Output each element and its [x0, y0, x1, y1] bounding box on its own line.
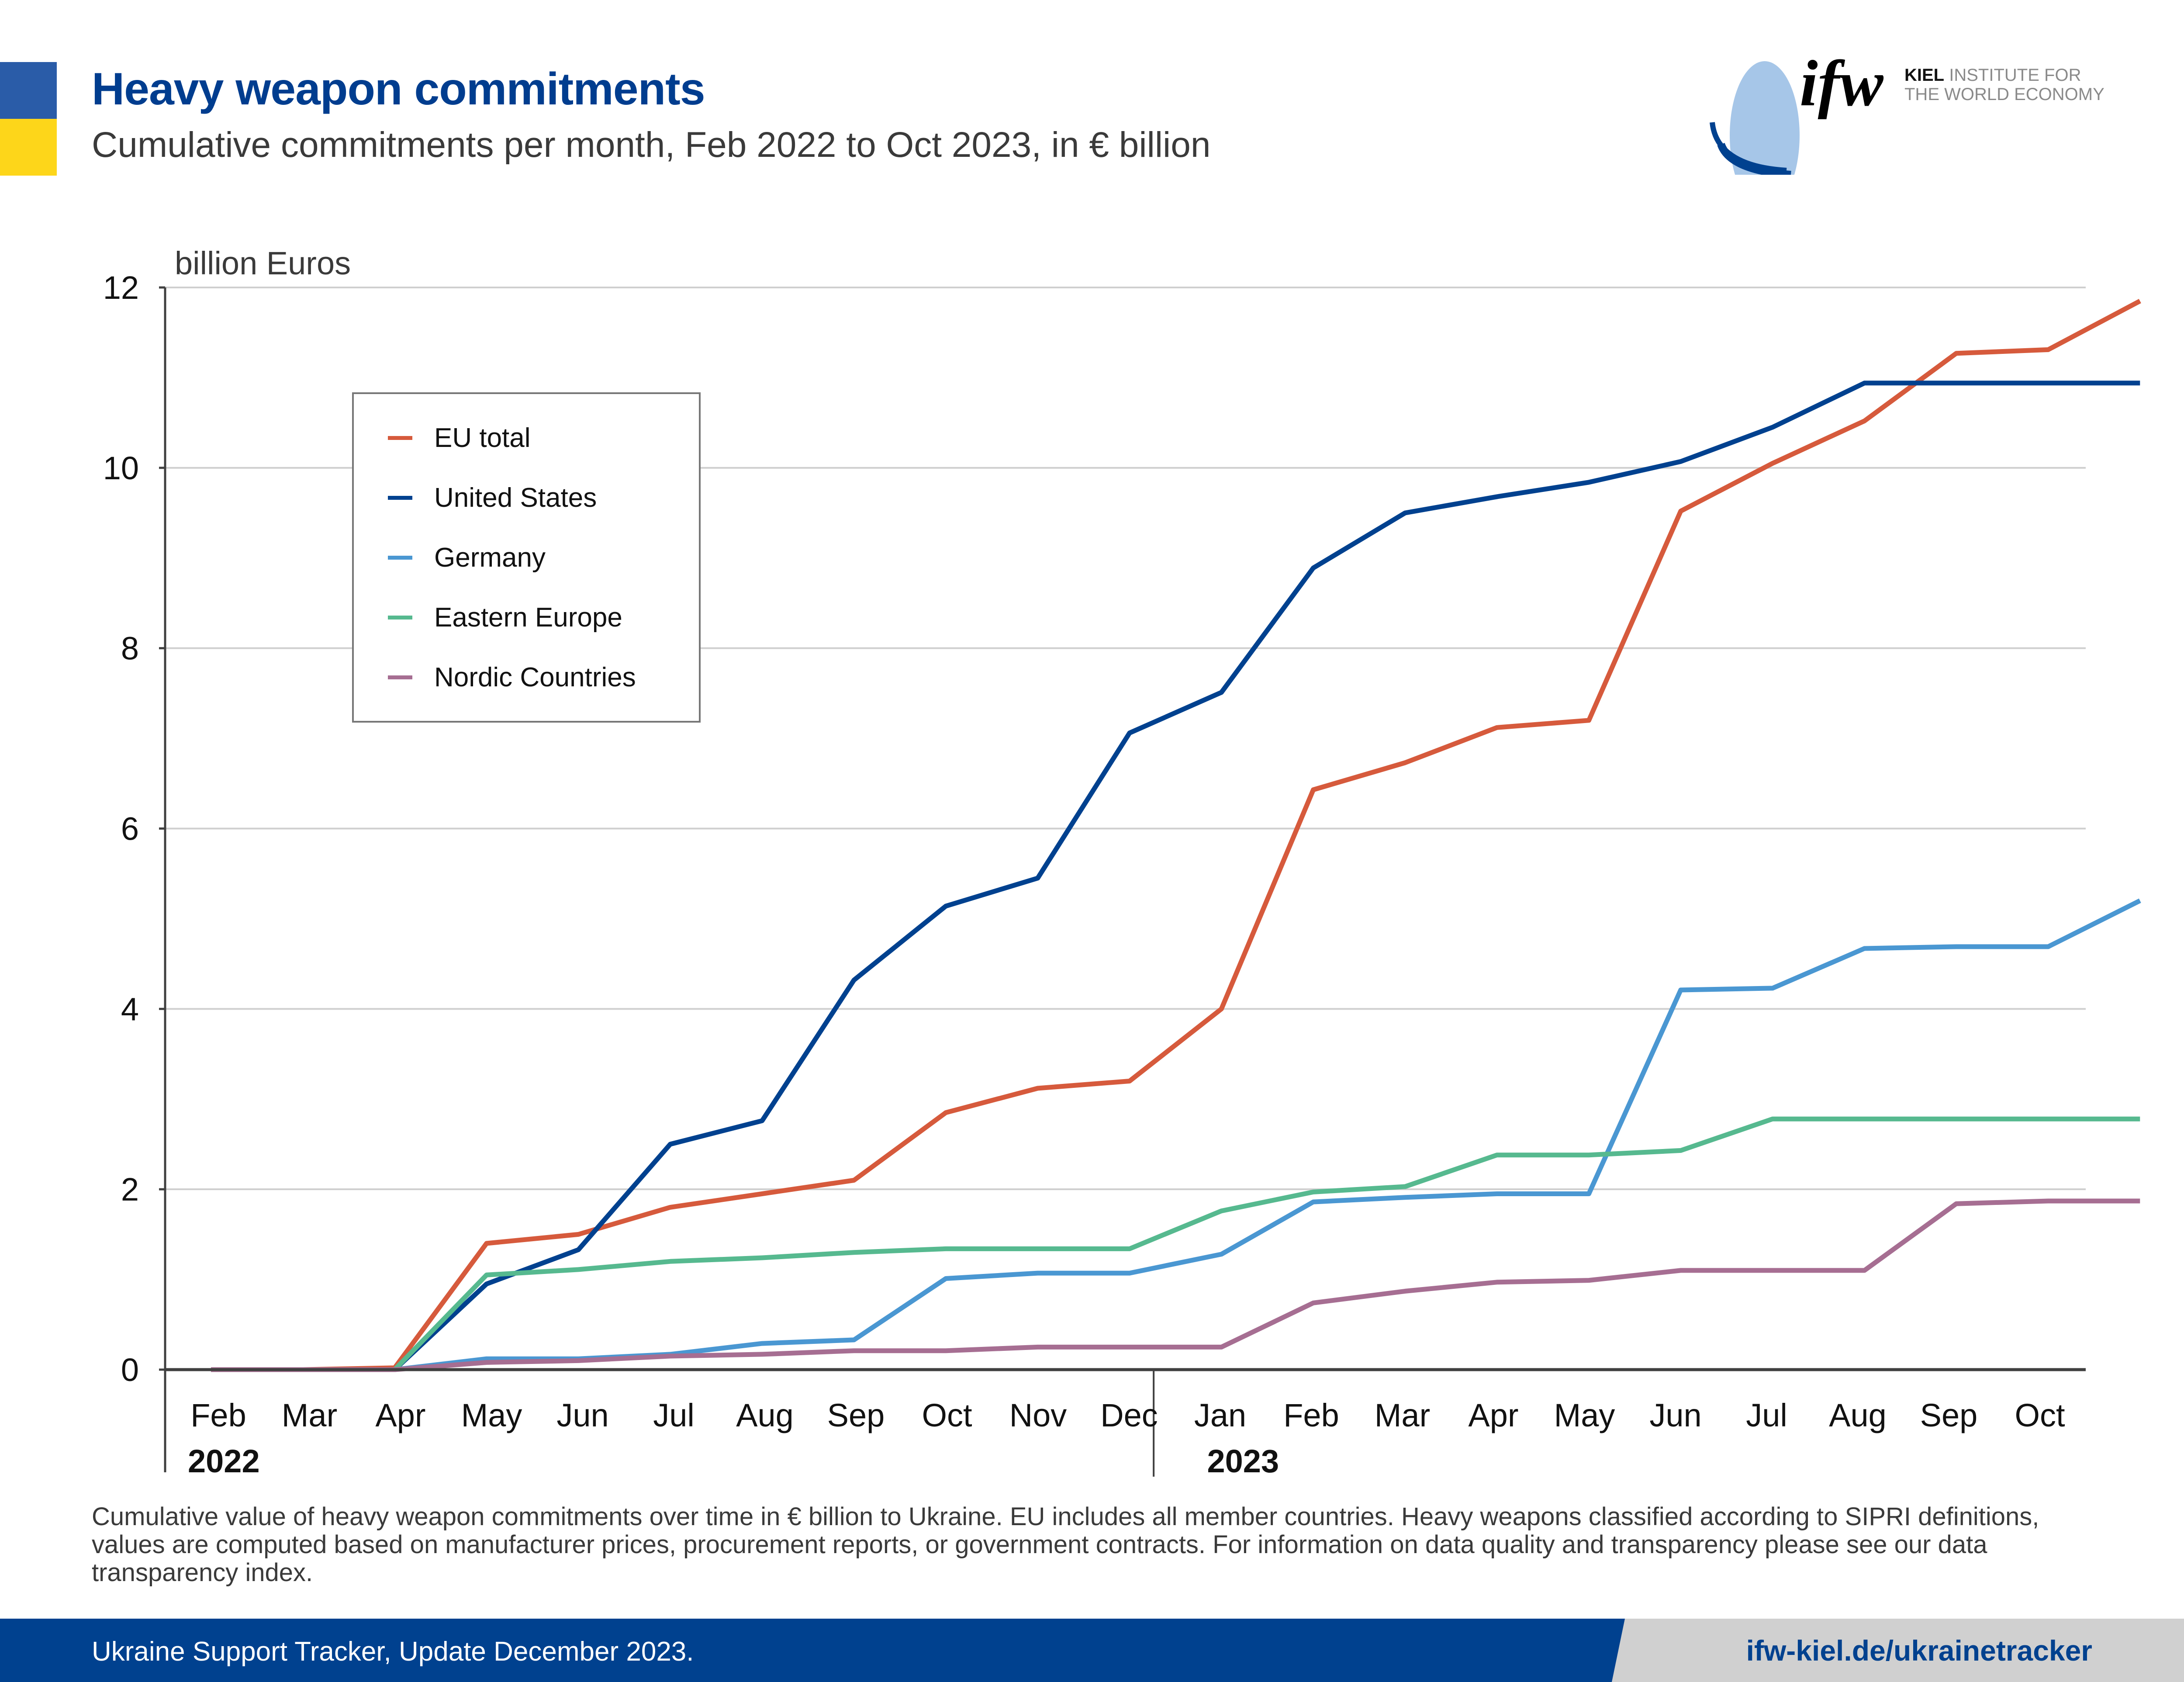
x-tick-label: Feb	[190, 1397, 246, 1433]
legend-swatch	[388, 495, 412, 500]
x-tick-label: Jul	[653, 1397, 695, 1433]
legend-item: Nordic Countries	[354, 660, 636, 695]
y-tick-label: 6	[121, 811, 139, 847]
legend-item: Germany	[354, 540, 546, 575]
series-line-eastern-europe	[211, 1116, 2140, 1372]
x-tick-label: Jul	[1746, 1397, 1787, 1433]
ukraine-flag-blue	[0, 62, 57, 119]
y-axis-label: billion Euros	[175, 245, 351, 281]
x-tick-label: Mar	[282, 1397, 337, 1433]
series-line-eu-total	[211, 299, 2141, 1372]
y-tick-label: 2	[121, 1171, 139, 1208]
line-chart: 0 2 4 6 8 10 12 billion Euros Feb Mar Apr May Jun Jul…	[103, 245, 2141, 1479]
y-tick-label: 10	[103, 450, 139, 486]
legend-swatch	[388, 555, 412, 560]
year-label: 2023	[1207, 1443, 1279, 1479]
x-tick-label: Jun	[556, 1397, 608, 1433]
y-tick-label: 8	[121, 630, 139, 667]
footer-link-bar	[1612, 1619, 2184, 1682]
legend-item: EU total	[354, 420, 531, 455]
chart-subtitle: Cumulative commitments per month, Feb 20…	[92, 125, 1211, 165]
legend-label: Germany	[434, 542, 546, 573]
x-tick-label: Dec	[1100, 1397, 1158, 1433]
x-tick-label: Jun	[1649, 1397, 1701, 1433]
x-tick-label: Oct	[922, 1397, 972, 1433]
chart-title: Heavy weapon commitments	[92, 64, 705, 114]
x-tick-label: May	[461, 1397, 522, 1433]
logo-line1: INSTITUTE FOR	[1949, 66, 2081, 85]
x-tick-label: Aug	[1829, 1397, 1887, 1433]
footer-bar	[0, 1619, 1625, 1682]
y-tick-label: 4	[121, 991, 139, 1027]
x-tick-label: Feb	[1283, 1397, 1339, 1433]
x-tick-label: Mar	[1375, 1397, 1430, 1433]
ifw-globe-logo-icon	[1710, 61, 1800, 175]
legend-swatch	[388, 436, 412, 440]
series-line-germany	[211, 898, 2141, 1372]
x-tick-label: Apr	[1468, 1397, 1518, 1433]
legend-swatch	[388, 675, 412, 679]
logo-ifw-mark: ifw	[1800, 47, 1883, 120]
logo-line2: THE WORLD ECONOMY	[1904, 85, 2105, 104]
year-label: 2022	[188, 1443, 260, 1479]
series-line-united-states	[211, 381, 2140, 1372]
legend-item: United States	[354, 480, 597, 515]
legend-item: Eastern Europe	[354, 600, 622, 635]
chart-footnote: Cumulative value of heavy weapon commitm…	[92, 1502, 2039, 1587]
x-tick-label: Aug	[736, 1397, 794, 1433]
y-tick-label: 0	[121, 1352, 139, 1388]
ukraine-flag-yellow	[0, 119, 57, 176]
x-tick-label: Sep	[827, 1397, 885, 1433]
chart-legend: EU total United States Germany Eastern Euro…	[352, 392, 701, 723]
x-tick-label: Apr	[375, 1397, 425, 1433]
x-tick-label: Oct	[2015, 1397, 2065, 1433]
footer-source: Ukraine Support Tracker, Update December…	[92, 1637, 694, 1667]
legend-label: Nordic Countries	[434, 662, 636, 692]
series-line-nordic-countries	[211, 1198, 2140, 1372]
x-tick-label: Nov	[1009, 1397, 1067, 1433]
x-tick-label: Sep	[1920, 1397, 1978, 1433]
x-tick-label: Jan	[1194, 1397, 1246, 1433]
logo-text: KIEL INSTITUTE FOR THE WORLD ECONOMY	[1904, 66, 2105, 104]
legend-label: United States	[434, 482, 597, 513]
y-tick-label: 12	[103, 270, 139, 306]
legend-label: EU total	[434, 422, 531, 453]
x-tick-label: May	[1554, 1397, 1615, 1433]
footer-link[interactable]: ifw-kiel.de/ukrainetracker	[1746, 1634, 2092, 1667]
legend-swatch	[388, 615, 412, 620]
logo-kiel: KIEL	[1904, 66, 1945, 85]
legend-label: Eastern Europe	[434, 602, 622, 633]
